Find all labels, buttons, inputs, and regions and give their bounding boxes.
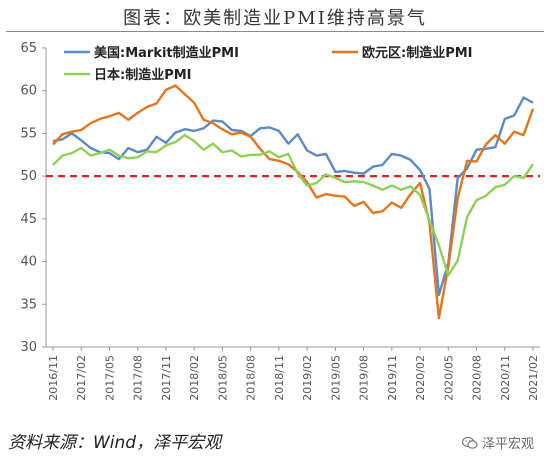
x-tick-label: 2017/08 [132, 355, 145, 401]
x-tick-label: 2019/08 [358, 355, 371, 401]
x-tick-label: 2021/02 [527, 355, 540, 401]
title-divider [6, 31, 544, 32]
x-tick-label: 2018/02 [188, 355, 201, 401]
y-tick-label: 55 [20, 126, 37, 141]
legend-label: 欧元区:制造业PMI [362, 45, 473, 61]
x-tick-label: 2019/11 [386, 355, 399, 401]
x-tick-label: 2020/11 [499, 355, 512, 401]
y-tick-label: 35 [20, 297, 37, 312]
x-tick-label: 2020/02 [414, 355, 427, 401]
y-tick-label: 40 [20, 255, 37, 270]
x-tick-label: 2019/02 [301, 355, 314, 401]
x-tick-label: 2018/05 [216, 355, 229, 401]
legend-label: 日本:制造业PMI [94, 67, 192, 83]
x-tick-label: 2017/05 [103, 355, 116, 401]
chart-axes: 30 35 40 45 50 55 60 65 2016/11 2017/02 2017/05 201… [20, 41, 540, 401]
x-tick-label: 2020/08 [471, 355, 484, 401]
x-tick-label: 2018/08 [245, 355, 258, 401]
watermark: 泽平宏观 [461, 433, 534, 452]
x-tick-label: 2017/11 [160, 355, 173, 401]
x-tick-label: 2019/05 [329, 355, 342, 401]
wechat-icon [461, 436, 478, 449]
series-line-1 [52, 96, 534, 297]
x-tick-label: 2017/02 [75, 355, 88, 401]
y-tick-label: 45 [20, 212, 37, 227]
line-chart: 30 35 40 45 50 55 60 65 2016/11 2017/02 2017/05 201… [20, 41, 540, 401]
legend-label: 美国:Markit制造业PMI [94, 45, 239, 61]
source-note: 资料来源：Wind，泽平宏观 [8, 433, 222, 453]
series-line-2 [52, 84, 535, 320]
x-tick-label: 2018/11 [273, 355, 286, 401]
y-tick-label: 60 [20, 84, 37, 99]
legend: 美国:Markit制造业PMI 欧元区:制造业PMI 日本:制造业PMI [64, 45, 473, 83]
chart-title: 图表：欧美制造业PMI维持高景气 [123, 8, 427, 29]
y-tick-label: 65 [20, 41, 37, 56]
y-tick-label: 50 [20, 169, 37, 184]
watermark-text: 泽平宏观 [481, 437, 534, 452]
series-layer [52, 84, 535, 320]
x-tick-label: 2016/11 [47, 355, 60, 401]
series-line-3 [52, 133, 534, 277]
x-tick-label: 2020/05 [442, 355, 455, 401]
y-tick-label: 30 [20, 340, 37, 355]
